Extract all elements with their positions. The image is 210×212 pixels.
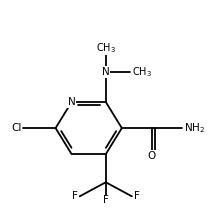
Text: O: O — [148, 151, 156, 161]
Text: F: F — [134, 191, 140, 201]
Text: F: F — [103, 195, 109, 205]
Text: NH$_2$: NH$_2$ — [184, 121, 205, 135]
Text: N: N — [68, 97, 76, 107]
Text: Cl: Cl — [11, 123, 21, 133]
Text: CH$_3$: CH$_3$ — [96, 41, 116, 54]
Text: F: F — [72, 191, 78, 201]
Text: N: N — [102, 67, 110, 77]
Text: CH$_3$: CH$_3$ — [132, 65, 152, 79]
